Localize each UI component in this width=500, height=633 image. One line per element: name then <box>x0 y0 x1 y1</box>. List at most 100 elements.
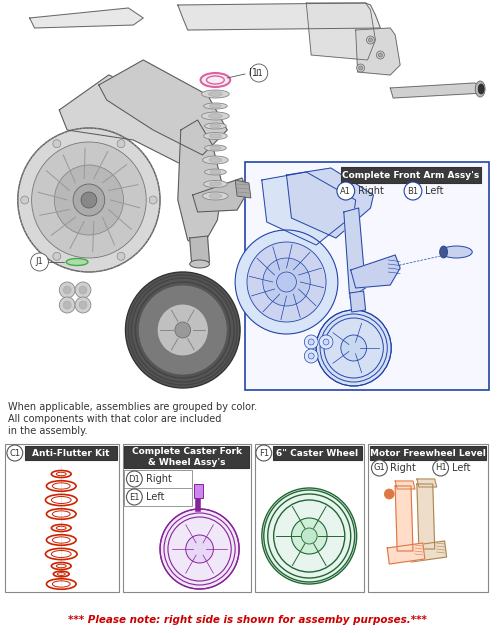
Polygon shape <box>262 172 356 245</box>
Bar <box>341 167 481 183</box>
Text: D1: D1 <box>128 475 140 484</box>
Circle shape <box>432 460 448 476</box>
Text: F1: F1 <box>258 449 269 458</box>
Circle shape <box>75 282 91 298</box>
Circle shape <box>263 258 310 306</box>
Circle shape <box>157 304 208 356</box>
Polygon shape <box>99 60 227 155</box>
Ellipse shape <box>204 123 226 129</box>
Circle shape <box>63 301 71 309</box>
Circle shape <box>79 301 87 309</box>
Circle shape <box>250 64 268 82</box>
Text: Left: Left <box>452 463 470 473</box>
Text: *** Please note: right side is shown for assemby purposes.***: *** Please note: right side is shown for… <box>68 615 426 625</box>
Ellipse shape <box>210 146 221 150</box>
Circle shape <box>63 286 71 294</box>
Text: Left: Left <box>146 492 165 502</box>
Circle shape <box>7 445 22 461</box>
Text: Anti-Flutter Kit: Anti-Flutter Kit <box>32 449 110 458</box>
Circle shape <box>160 509 239 589</box>
Ellipse shape <box>478 84 484 94</box>
Ellipse shape <box>210 104 222 108</box>
Ellipse shape <box>206 76 224 84</box>
Bar <box>370 446 486 460</box>
Circle shape <box>276 272 296 292</box>
Circle shape <box>75 297 91 313</box>
Circle shape <box>175 322 190 338</box>
Ellipse shape <box>210 124 221 128</box>
Ellipse shape <box>475 81 485 97</box>
Ellipse shape <box>209 158 222 163</box>
Ellipse shape <box>66 258 88 265</box>
Circle shape <box>304 349 318 363</box>
Circle shape <box>341 335 366 361</box>
Polygon shape <box>306 3 376 60</box>
Ellipse shape <box>204 132 227 139</box>
Circle shape <box>366 36 374 44</box>
Text: 6" Caster Wheel: 6" Caster Wheel <box>276 449 358 458</box>
Text: E1: E1 <box>129 492 140 501</box>
Circle shape <box>53 253 61 260</box>
Text: J1: J1 <box>36 258 44 266</box>
Polygon shape <box>350 291 366 312</box>
Text: Complete Front Arm Assy's: Complete Front Arm Assy's <box>342 170 479 180</box>
Circle shape <box>404 182 422 200</box>
Bar <box>5 444 118 592</box>
Circle shape <box>316 310 391 386</box>
Bar <box>245 162 489 390</box>
Text: Complete Caster Fork
& Wheel Assy's: Complete Caster Fork & Wheel Assy's <box>132 448 242 467</box>
Text: H1: H1 <box>435 463 446 472</box>
Circle shape <box>60 282 75 298</box>
Ellipse shape <box>204 180 227 187</box>
Circle shape <box>53 140 61 147</box>
Circle shape <box>319 335 333 349</box>
Circle shape <box>376 51 384 59</box>
Circle shape <box>126 272 240 388</box>
Polygon shape <box>286 168 374 238</box>
Text: Left: Left <box>425 186 444 196</box>
Ellipse shape <box>208 113 222 118</box>
Ellipse shape <box>204 145 226 151</box>
Circle shape <box>292 518 327 554</box>
Circle shape <box>186 535 214 563</box>
Polygon shape <box>409 541 447 562</box>
Text: I1: I1 <box>255 68 262 77</box>
Text: B1: B1 <box>408 187 418 196</box>
Circle shape <box>372 460 388 476</box>
Circle shape <box>149 196 157 204</box>
Circle shape <box>81 192 97 208</box>
Bar <box>124 470 192 506</box>
Circle shape <box>256 445 272 461</box>
Polygon shape <box>190 236 210 264</box>
Polygon shape <box>356 28 400 75</box>
Ellipse shape <box>208 92 222 96</box>
Circle shape <box>117 140 125 147</box>
Ellipse shape <box>190 260 210 268</box>
Circle shape <box>60 297 75 313</box>
Text: Right: Right <box>146 474 172 484</box>
Circle shape <box>54 165 124 235</box>
Text: Right: Right <box>390 463 416 473</box>
Text: Motor Freewheel Level: Motor Freewheel Level <box>370 449 486 458</box>
Bar <box>124 446 249 468</box>
Circle shape <box>368 38 372 42</box>
Circle shape <box>138 285 227 375</box>
Ellipse shape <box>204 103 227 109</box>
Text: I1: I1 <box>249 68 258 78</box>
Ellipse shape <box>209 194 222 198</box>
Circle shape <box>358 66 362 70</box>
Circle shape <box>337 182 354 200</box>
Ellipse shape <box>202 112 229 120</box>
Circle shape <box>247 242 326 322</box>
Bar <box>24 446 116 460</box>
Ellipse shape <box>202 192 228 200</box>
Ellipse shape <box>210 182 222 186</box>
Polygon shape <box>388 543 425 564</box>
Polygon shape <box>235 180 251 198</box>
Circle shape <box>126 471 142 487</box>
Text: A1: A1 <box>340 187 351 196</box>
Text: Right: Right <box>358 186 384 196</box>
Circle shape <box>20 196 28 204</box>
Circle shape <box>32 142 146 258</box>
Polygon shape <box>395 486 413 551</box>
